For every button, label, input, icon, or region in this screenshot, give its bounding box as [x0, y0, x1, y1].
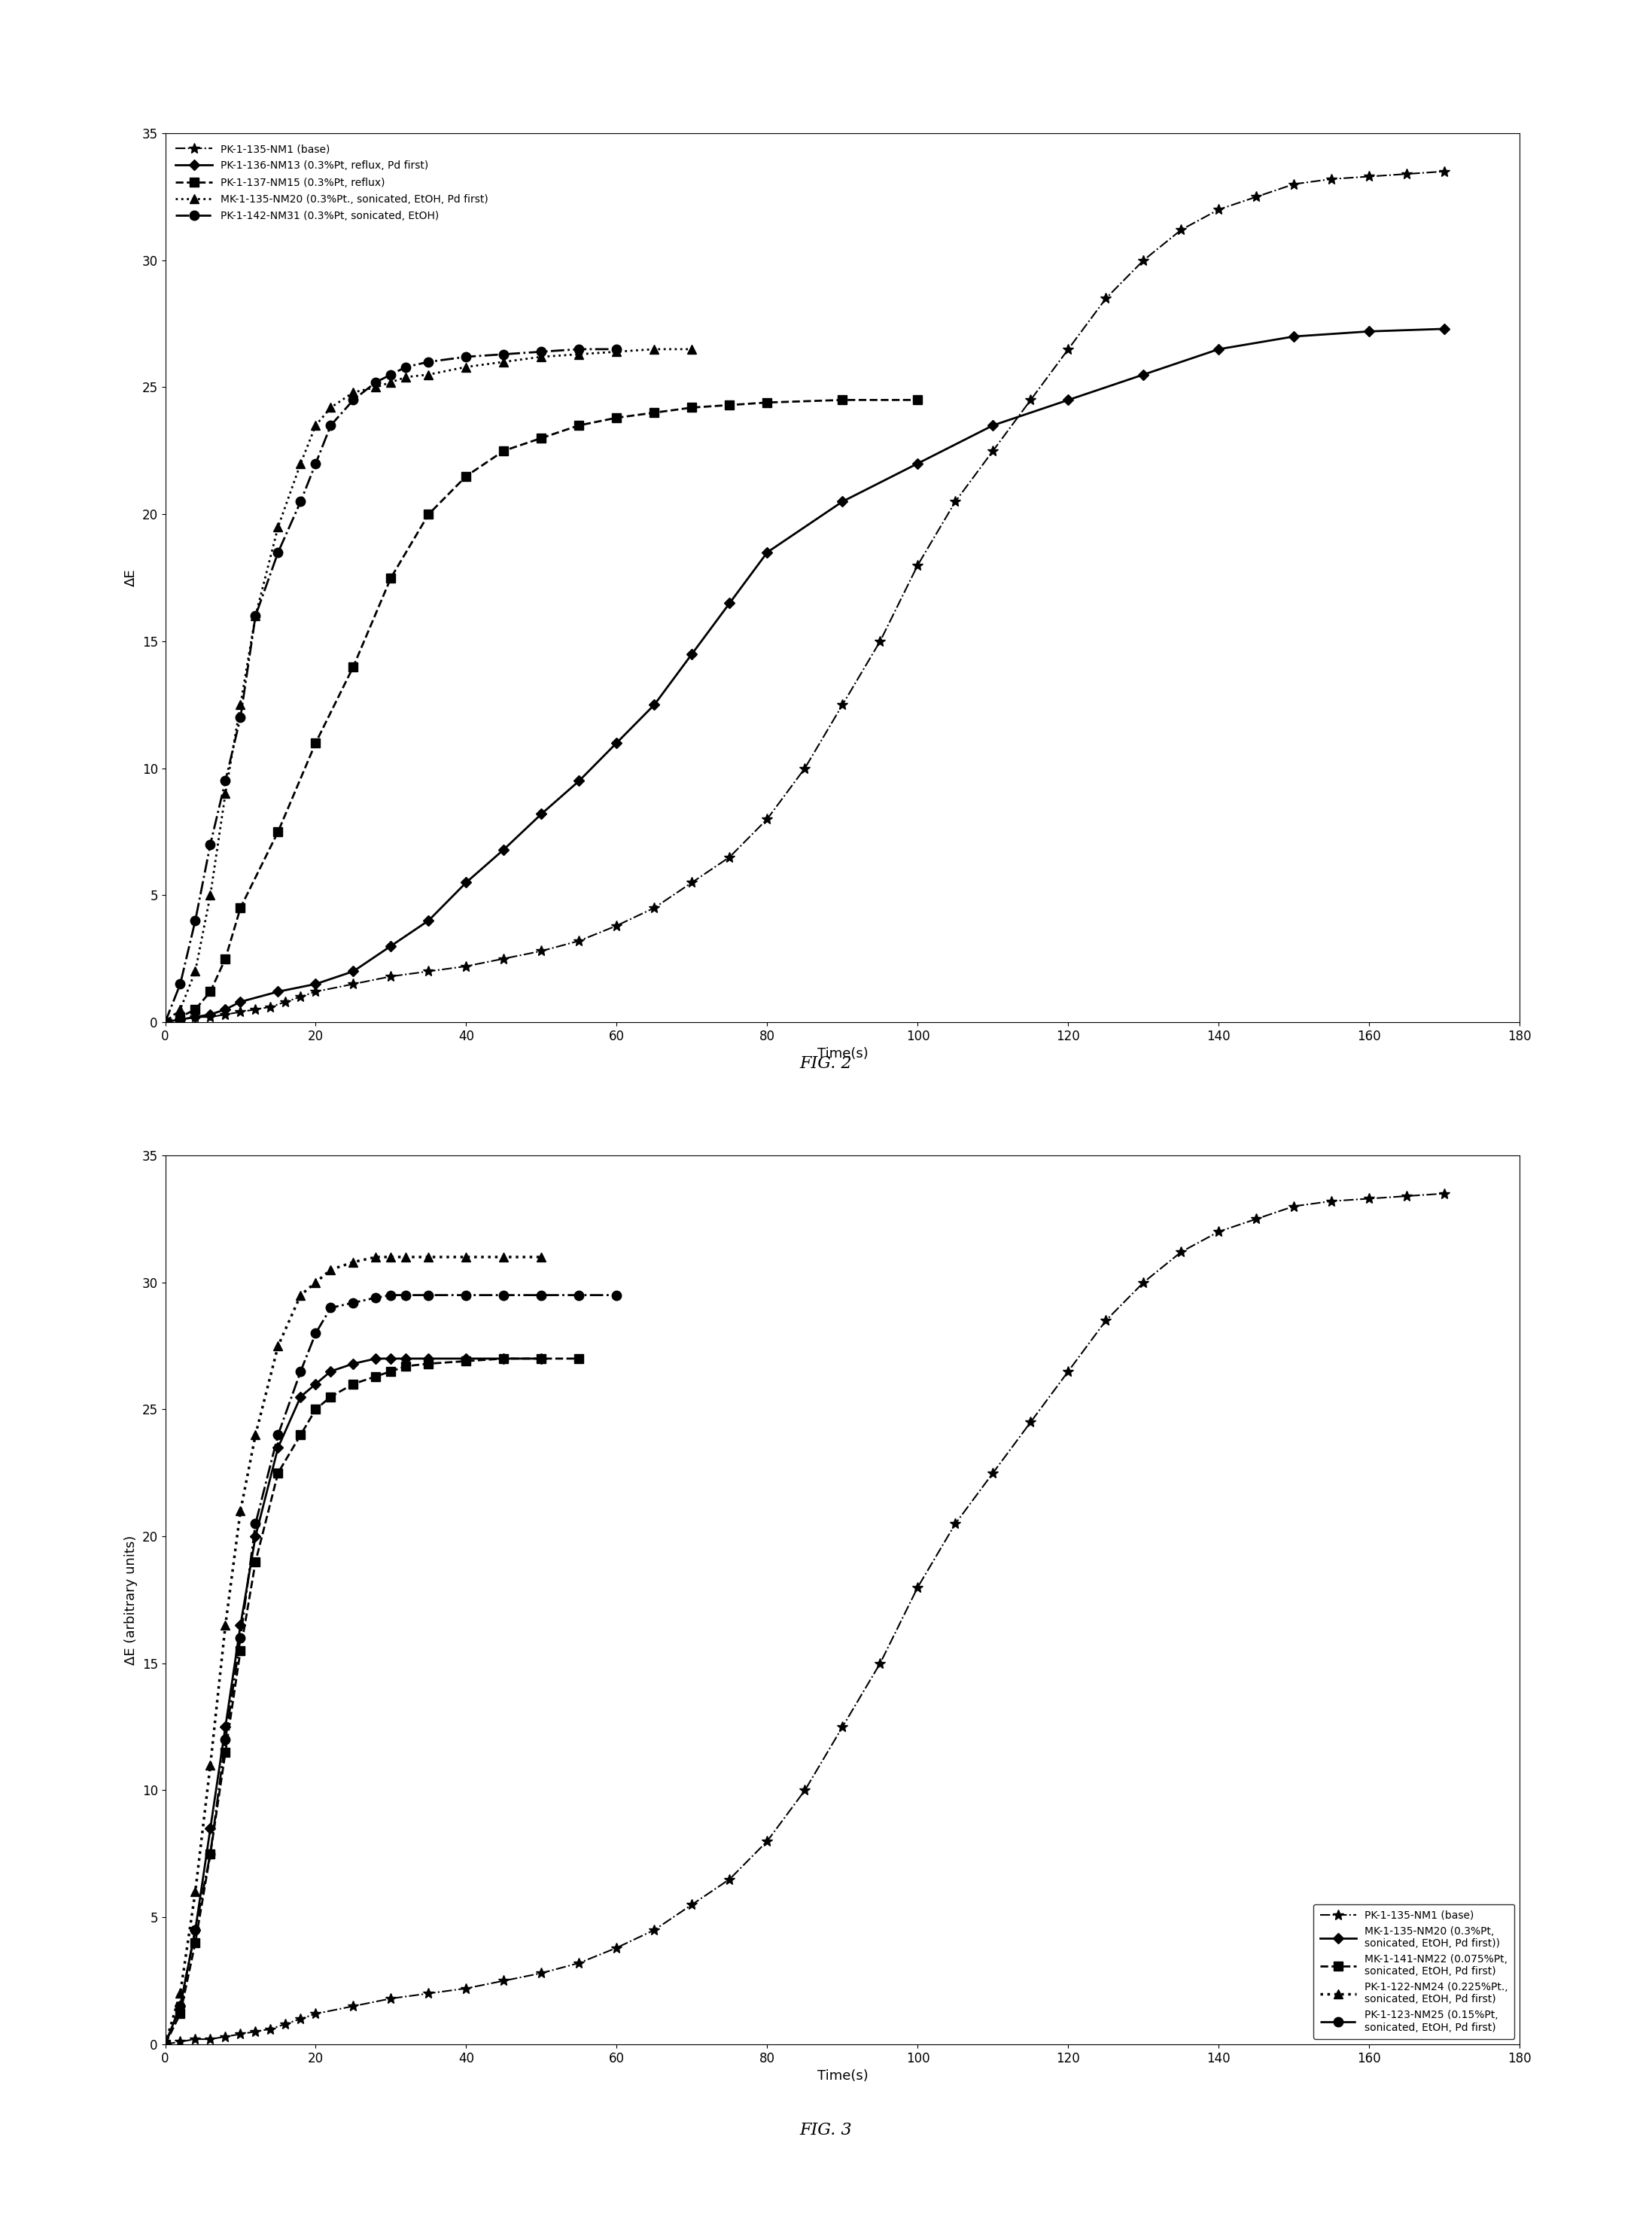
Y-axis label: ΔE (arbitrary units): ΔE (arbitrary units) [124, 1535, 137, 1664]
Text: FIG. 3: FIG. 3 [800, 2122, 852, 2138]
Text: FIG. 2: FIG. 2 [800, 1055, 852, 1071]
Legend: PK-1-135-NM1 (base), PK-1-136-NM13 (0.3%Pt, reflux, Pd first), PK-1-137-NM15 (0.: PK-1-135-NM1 (base), PK-1-136-NM13 (0.3%… [170, 138, 494, 227]
X-axis label: Time(s): Time(s) [818, 2069, 867, 2082]
Y-axis label: ΔE: ΔE [124, 569, 137, 587]
Legend: PK-1-135-NM1 (base), MK-1-135-NM20 (0.3%Pt,
sonicated, EtOH, Pd first)), MK-1-14: PK-1-135-NM1 (base), MK-1-135-NM20 (0.3%… [1313, 1904, 1515, 2040]
X-axis label: Time(s): Time(s) [818, 1047, 867, 1060]
